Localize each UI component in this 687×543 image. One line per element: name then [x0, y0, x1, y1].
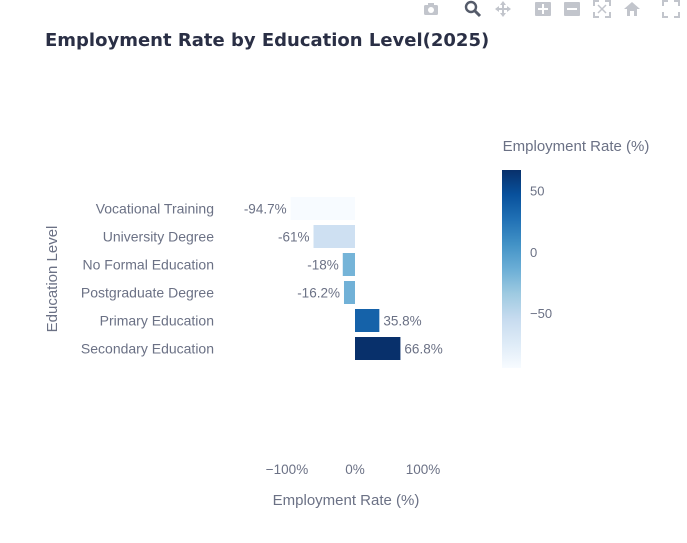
home-icon[interactable] [621, 0, 643, 18]
autoscale-icon[interactable] [591, 0, 613, 18]
bar [343, 281, 355, 304]
camera-icon[interactable] [420, 0, 442, 18]
y-axis-title: Education Level [44, 226, 61, 333]
bar [290, 197, 355, 220]
data-label: -94.7% [244, 202, 287, 217]
y-tick-label: Secondary Education [81, 341, 214, 357]
colorbar-tick-label: 0 [530, 245, 537, 260]
bar [355, 337, 401, 360]
x-axis-title: Employment Rate (%) [273, 492, 420, 509]
x-tick-label: 100% [406, 462, 441, 477]
chart-title: Employment Rate by Education Level(2025) [45, 30, 490, 51]
zoom-out-icon[interactable] [561, 0, 583, 18]
pan-icon[interactable] [492, 0, 514, 18]
colorbar-tick-label: 50 [530, 184, 544, 199]
data-label: 66.8% [404, 342, 442, 357]
bar [342, 253, 355, 276]
colorbar-tick-label: −50 [530, 306, 552, 321]
y-tick-label: Primary Education [100, 313, 214, 329]
data-label: -61% [278, 230, 310, 245]
bar [313, 225, 355, 248]
zoom-in-icon[interactable] [532, 0, 554, 18]
chart-toolbar [420, 0, 687, 18]
x-tick-label: 0% [345, 462, 365, 477]
x-tick-label: −100% [266, 462, 308, 477]
zoom-icon[interactable] [462, 0, 484, 18]
data-label: 35.8% [383, 314, 421, 329]
y-tick-label: University Degree [103, 229, 214, 245]
fullscreen-icon[interactable] [660, 0, 682, 18]
data-label: -18% [307, 258, 339, 273]
colorbar [502, 170, 521, 368]
bar [355, 309, 380, 332]
y-tick-label: Vocational Training [96, 201, 214, 217]
y-tick-label: No Formal Education [82, 257, 214, 273]
data-label: -16.2% [297, 286, 340, 301]
y-tick-label: Postgraduate Degree [81, 285, 214, 301]
colorbar-title: Employment Rate (%) [503, 138, 650, 155]
